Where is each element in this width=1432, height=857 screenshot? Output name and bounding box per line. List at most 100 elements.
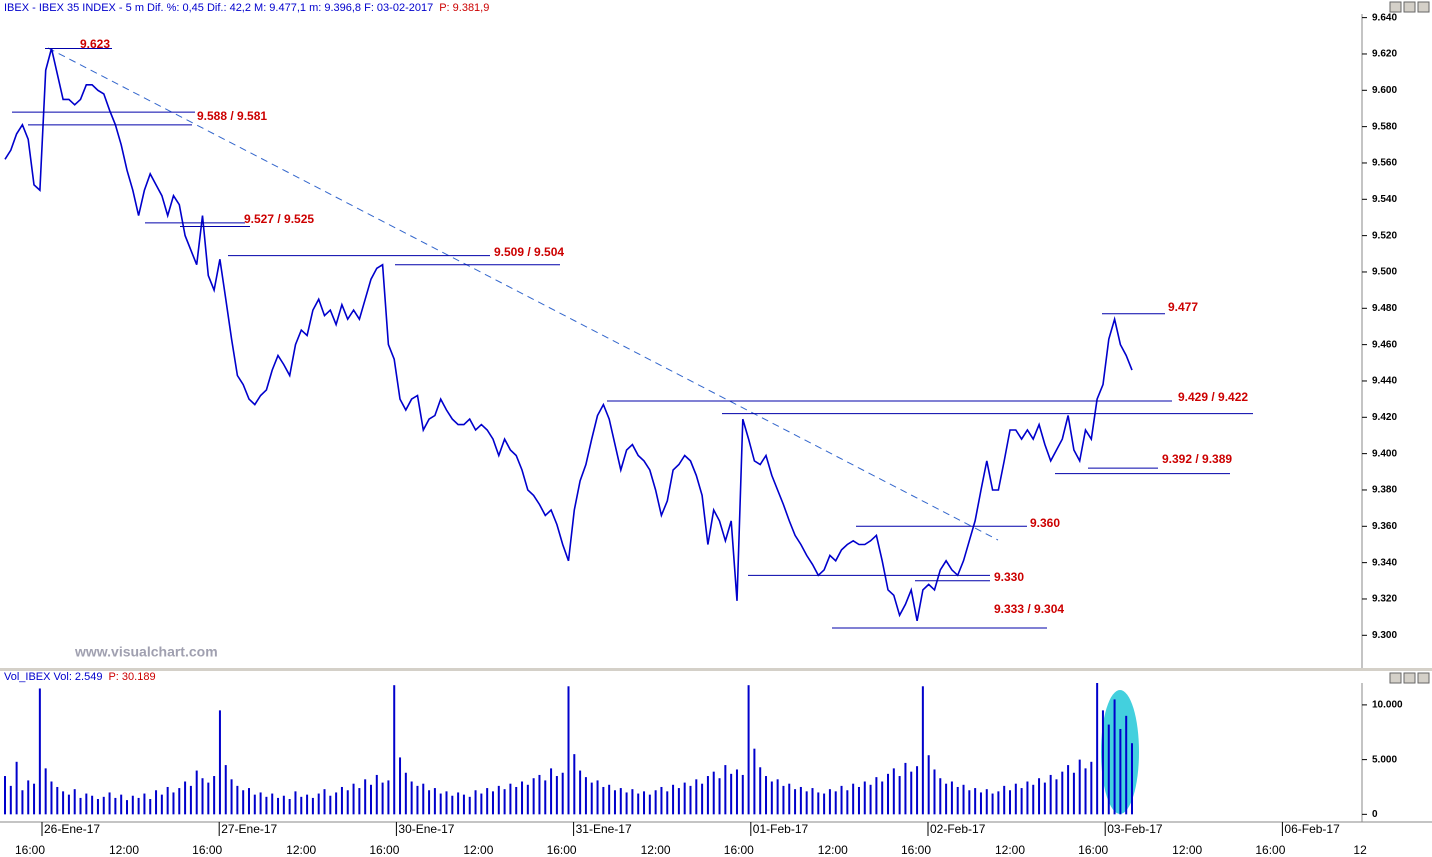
volume-bar (491, 791, 494, 815)
volume-bar (1020, 788, 1023, 815)
volume-bar (282, 795, 285, 815)
time-label: 16:00 (547, 843, 577, 857)
volume-bar (770, 781, 773, 815)
volume-bar (213, 776, 216, 815)
button-close[interactable] (1417, 672, 1430, 684)
volume-bar (172, 792, 175, 815)
date-label: 26-Ene-17 (44, 822, 100, 836)
volume-bar (718, 778, 721, 815)
volume-bar (666, 791, 669, 815)
volume-bar (247, 788, 250, 815)
volume-bar (358, 788, 361, 815)
volume-bar (526, 784, 529, 815)
trend-line (47, 47, 999, 541)
volume-bar (457, 792, 460, 815)
time-label: 12:00 (1172, 843, 1202, 857)
volume-bar (306, 794, 309, 815)
button-maximize[interactable] (1403, 1, 1416, 13)
time-label: 12:00 (641, 843, 671, 857)
volume-bar (840, 785, 843, 815)
date-label: 27-Ene-17 (221, 822, 277, 836)
volume-bar (660, 786, 663, 815)
volume-bar (1061, 771, 1064, 815)
volume-bar (1043, 782, 1046, 815)
volume-bar (875, 777, 878, 815)
volume-bar (689, 785, 692, 815)
volume-bar (38, 688, 41, 815)
y-tick-label: 9.560 (1372, 158, 1397, 169)
volume-bar (1026, 781, 1029, 815)
volume-bar (823, 793, 826, 815)
volume-bar (311, 797, 314, 815)
volume-bar (178, 788, 181, 815)
time-label: 12 (1353, 843, 1367, 857)
volume-bar (4, 776, 6, 815)
time-label: 12:00 (286, 843, 316, 857)
volume-bar (747, 685, 750, 815)
volume-bar (352, 783, 355, 815)
date-label: 03-Feb-17 (1107, 822, 1163, 836)
volume-bar (904, 762, 907, 815)
volume-bar (590, 782, 593, 815)
button-close[interactable] (1417, 1, 1430, 13)
volume-bar (387, 780, 390, 815)
volume-bar (468, 796, 471, 815)
y-tick-label: 9.400 (1372, 448, 1397, 459)
y-tick-label: 9.640 (1372, 12, 1397, 23)
volume-bar (811, 788, 814, 815)
volume-bar (428, 790, 431, 815)
button-maximize[interactable] (1403, 672, 1416, 684)
volume-bar (916, 766, 919, 815)
button-minimize[interactable] (1389, 1, 1402, 13)
level-label: 9.330 (994, 570, 1024, 584)
volume-bar (79, 797, 82, 815)
button-minimize[interactable] (1389, 672, 1402, 684)
volume-bar (532, 778, 535, 815)
volume-bar (985, 789, 988, 815)
volume-bar (997, 791, 1000, 815)
volume-bar (236, 785, 239, 815)
volume-bar (683, 782, 686, 815)
volume-bar (654, 790, 657, 815)
volume-bar (433, 788, 436, 815)
y-tick-label: 9.300 (1372, 630, 1397, 641)
volume-bar (863, 781, 866, 815)
level-label: 9.429 / 9.422 (1178, 390, 1248, 404)
volume-bar (271, 793, 274, 815)
volume-bar (67, 794, 70, 815)
volume-bar (346, 790, 349, 815)
volume-bar (509, 783, 512, 815)
volume-bar (224, 765, 227, 815)
volume-bar (393, 685, 396, 815)
volume-bar (85, 793, 88, 815)
volume-bar (892, 768, 895, 815)
volume-bar (950, 781, 953, 815)
volume-bar (735, 769, 738, 815)
volume-bar (439, 793, 442, 815)
volume-bar (102, 796, 105, 815)
volume-bar (730, 773, 733, 815)
volume-bar (9, 785, 12, 815)
volume-bar (648, 794, 651, 815)
volume-bar (741, 774, 744, 815)
header-text: IBEX - IBEX 35 INDEX - 5 m Dif. %: 0,45 … (4, 2, 433, 14)
volume-bar (613, 790, 616, 815)
volume-bar (521, 781, 524, 815)
volume-bar (265, 796, 268, 815)
volume-bar (369, 784, 372, 815)
volume-bar (340, 786, 343, 815)
level-label: 9.333 / 9.304 (994, 602, 1064, 616)
level-label: 9.527 / 9.525 (244, 212, 314, 226)
volume-bar (805, 791, 808, 815)
volume-bar (160, 794, 163, 815)
volume-bar (131, 795, 134, 815)
volume-bar (253, 794, 256, 815)
volume-bar (794, 789, 797, 815)
volume-bar (497, 785, 500, 815)
price-line (4, 48, 1133, 621)
volume-bar (857, 786, 860, 815)
window-buttons (1389, 1, 1430, 684)
time-label: 16:00 (192, 843, 222, 857)
volume-bar (712, 771, 715, 815)
